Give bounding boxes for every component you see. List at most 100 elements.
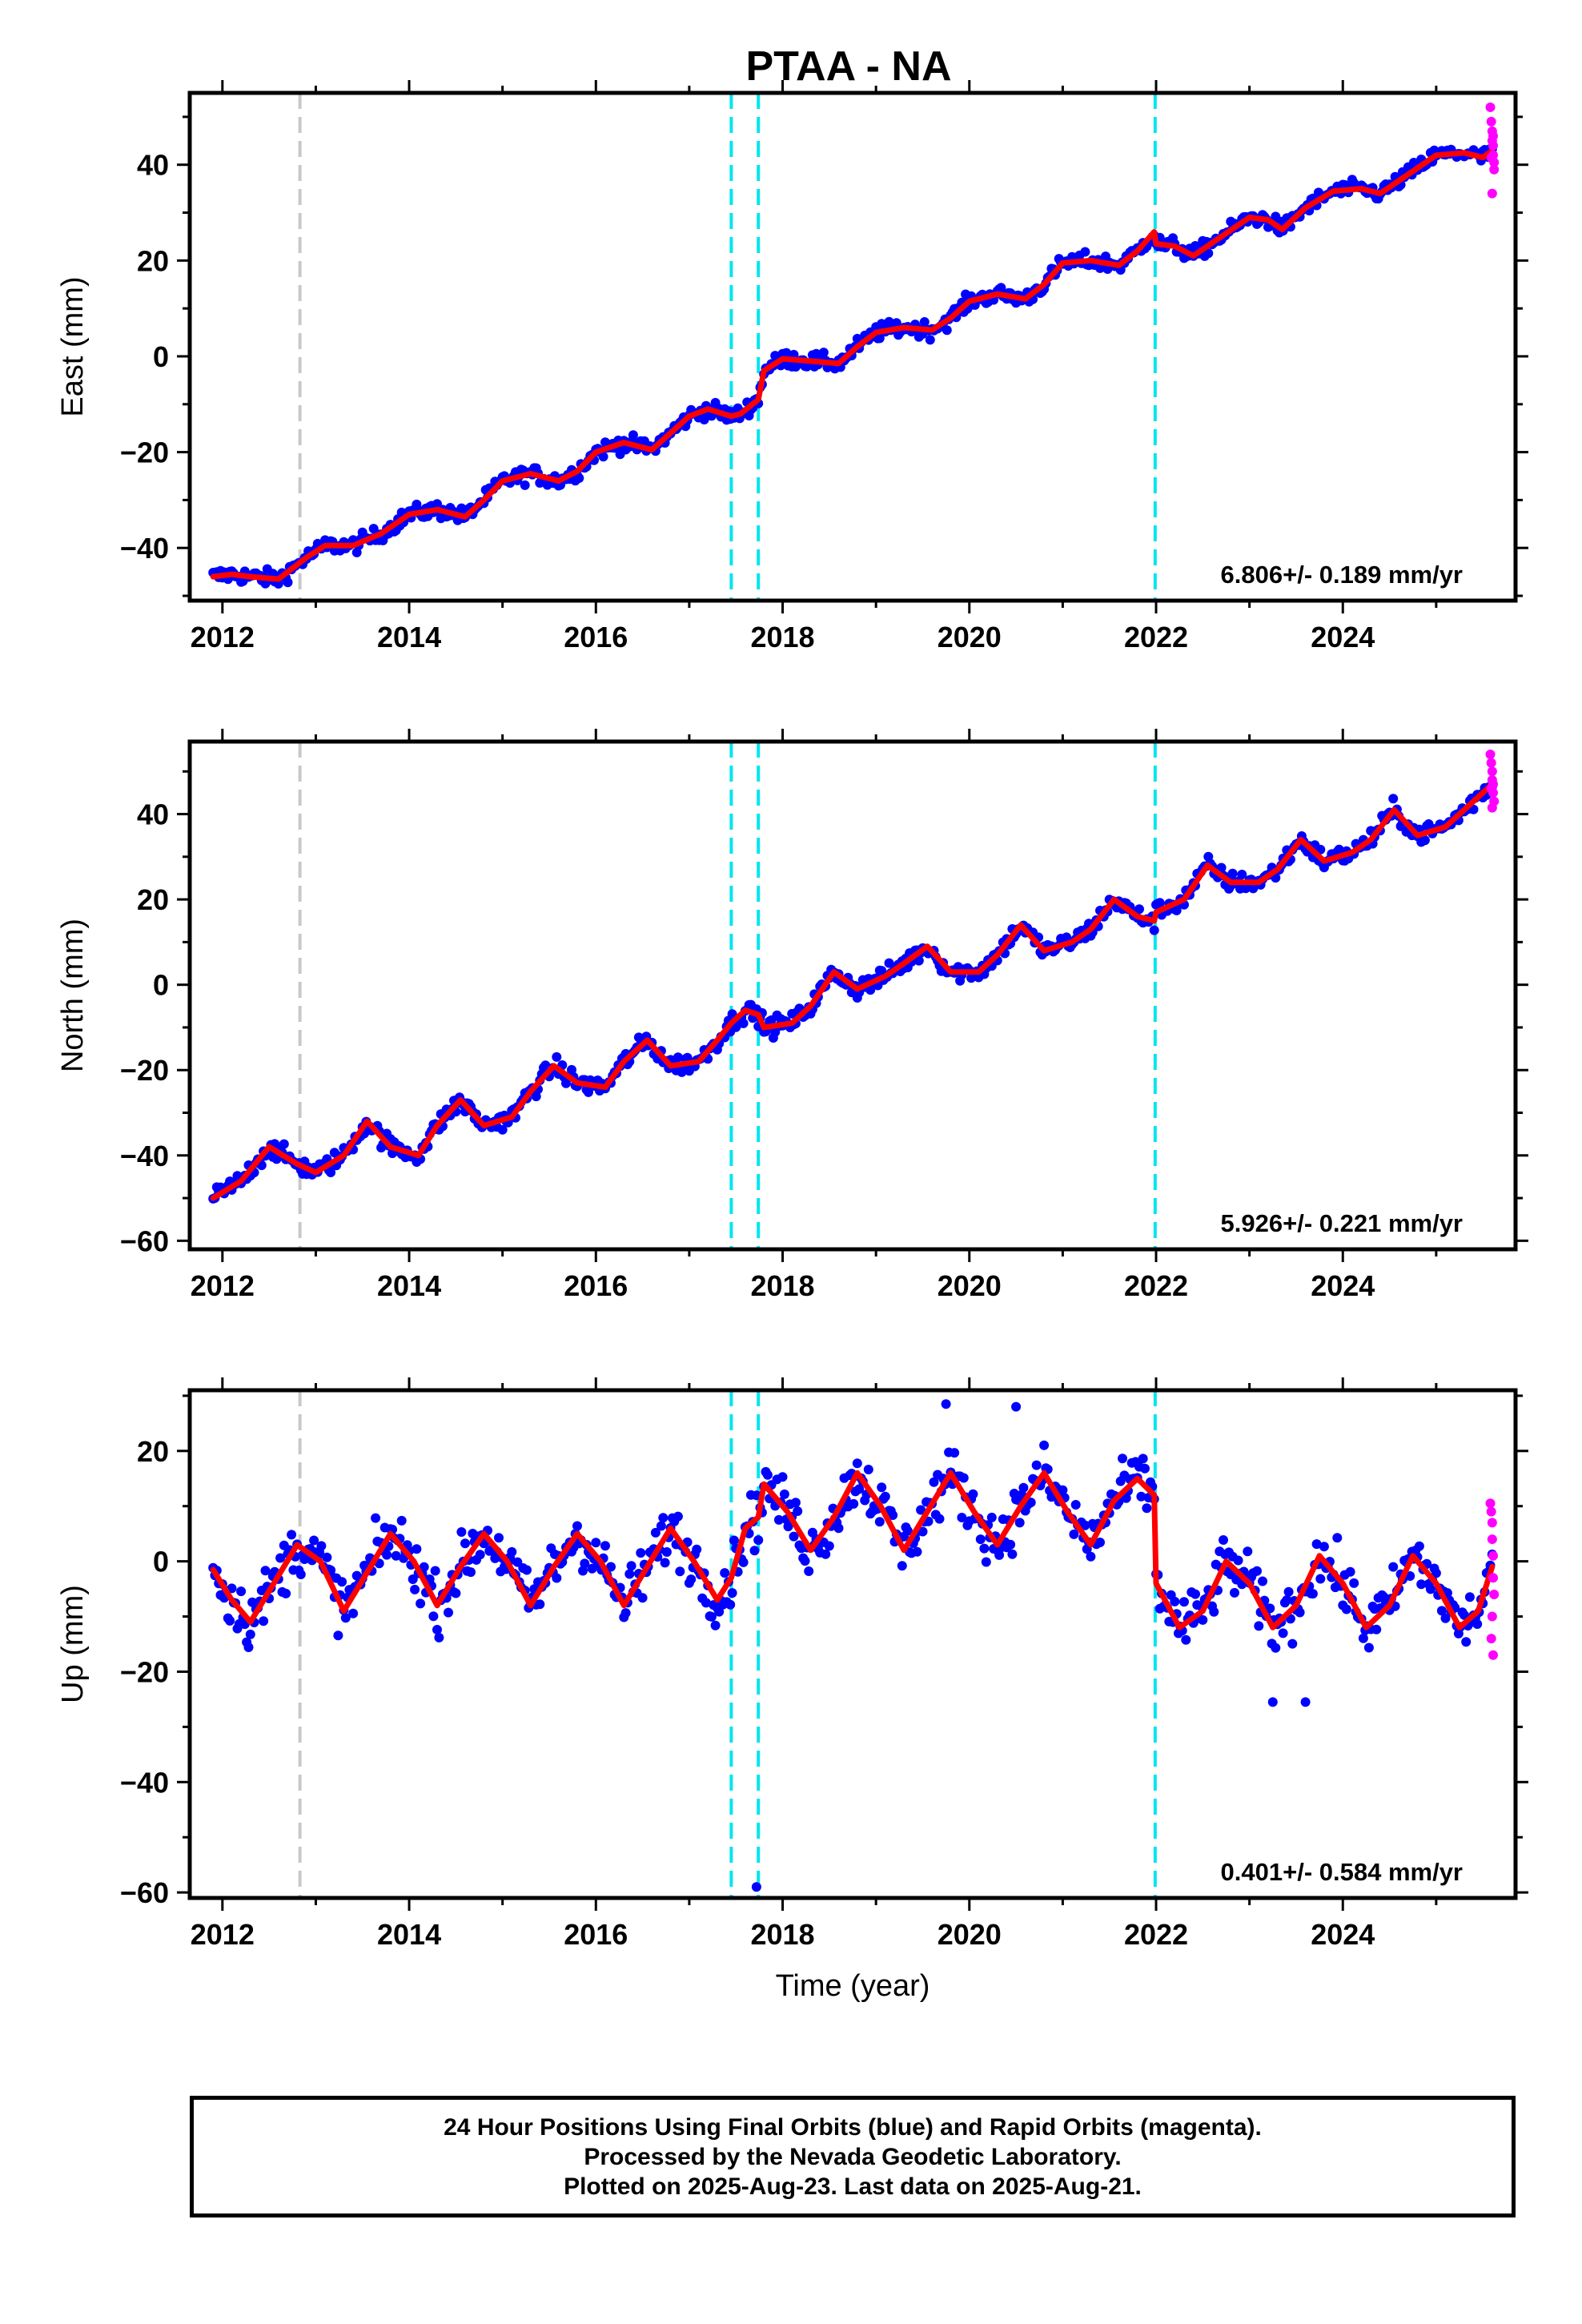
final-orbit-point <box>727 1588 737 1598</box>
final-orbit-point <box>821 1549 831 1559</box>
rapid-orbit-point <box>1487 766 1497 777</box>
final-orbit-point <box>919 317 930 327</box>
final-orbit-point <box>1315 1574 1326 1584</box>
final-orbit-point <box>1227 868 1238 879</box>
final-orbit-point <box>626 1561 636 1571</box>
final-orbit-point <box>673 1052 683 1063</box>
final-orbit-point <box>701 1598 711 1608</box>
final-orbit-point <box>451 1588 461 1598</box>
x-tick-label: 2020 <box>938 1269 1002 1302</box>
final-orbit-point <box>950 1448 960 1458</box>
footer-line-orbits: 24 Hour Positions Using Final Orbits (bl… <box>444 2113 1262 2141</box>
rapid-orbit-point <box>1487 1518 1497 1528</box>
final-orbit-point <box>1319 1542 1329 1552</box>
final-orbit-point <box>986 1512 997 1522</box>
footer-caption-box: 24 Hour Positions Using Final Orbits (bl… <box>190 2096 1516 2217</box>
final-orbit-point <box>578 1566 588 1576</box>
final-orbit-point <box>773 1514 784 1525</box>
y-tick-label: 20 <box>137 1435 169 1468</box>
final-orbit-point <box>891 318 901 328</box>
final-orbit-point <box>419 1562 429 1572</box>
final-orbit-point <box>1282 1595 1292 1605</box>
final-orbit-point <box>800 1556 810 1566</box>
final-orbit-point <box>1203 248 1214 259</box>
final-orbit-point <box>888 1510 898 1520</box>
final-orbit-point <box>1006 1539 1016 1550</box>
rate-label: 0.401+/- 0.584 mm/yr <box>1221 1858 1463 1886</box>
final-orbit-point <box>912 1546 922 1557</box>
final-orbit-point <box>309 1535 319 1546</box>
final-orbit-point <box>1307 1589 1318 1599</box>
rapid-orbit-point <box>1487 802 1497 813</box>
final-orbit-point <box>833 1523 844 1534</box>
final-orbit-point <box>1014 1518 1025 1528</box>
rapid-orbit-point <box>1489 1589 1500 1599</box>
final-orbit-point <box>580 1558 590 1569</box>
final-orbit-point <box>1436 1606 1447 1616</box>
x-tick-label: 2014 <box>377 621 441 653</box>
plot-area-north <box>208 742 1500 1249</box>
final-orbit-point <box>371 1513 381 1523</box>
final-orbit-point <box>789 1531 799 1542</box>
final-orbit-point <box>1191 1589 1200 1599</box>
y-axis-label: North (mm) <box>56 919 90 1072</box>
x-tick-label: 2012 <box>191 1918 255 1951</box>
final-orbit-point <box>1345 1566 1355 1577</box>
final-orbit-point <box>1283 1586 1294 1597</box>
final-orbit-point <box>753 1535 764 1546</box>
final-orbit-point <box>880 1491 890 1502</box>
x-tick-label: 2016 <box>564 1918 628 1951</box>
final-orbit-point <box>391 1550 401 1561</box>
y-tick-label: −20 <box>120 436 169 469</box>
final-orbit-point <box>628 430 638 440</box>
final-orbit-point <box>591 1538 601 1548</box>
x-tick-label: 2022 <box>1124 1269 1188 1302</box>
final-orbit-point <box>1258 1576 1267 1586</box>
final-orbit-point <box>1140 1463 1150 1474</box>
x-tick-label: 2014 <box>377 1269 441 1302</box>
final-orbit-point <box>1031 1460 1042 1470</box>
rapid-orbits-series <box>1485 102 1500 199</box>
y-tick-label: −20 <box>120 1655 169 1688</box>
final-orbit-point <box>1080 247 1090 257</box>
final-orbit-point <box>572 1521 582 1531</box>
rate-label: 5.926+/- 0.221 mm/yr <box>1221 1209 1463 1237</box>
rapid-orbit-point <box>1485 749 1496 759</box>
final-orbit-point <box>295 1570 306 1579</box>
final-orbit-point <box>271 1154 282 1164</box>
final-orbit-point <box>1058 1485 1068 1495</box>
final-orbit-point <box>929 1477 939 1487</box>
final-orbit-point <box>749 1546 760 1556</box>
x-tick-label: 2012 <box>191 1269 255 1302</box>
final-orbit-point <box>902 1526 913 1536</box>
final-orbit-point <box>1209 1606 1219 1617</box>
final-orbit-point <box>852 1458 862 1469</box>
final-orbit-point <box>917 1526 928 1537</box>
final-orbit-point <box>942 325 952 336</box>
final-orbit-point <box>738 1557 749 1567</box>
y-tick-label: 40 <box>137 149 169 182</box>
final-orbit-point <box>1149 925 1159 935</box>
plot-area-up <box>208 1390 1500 1898</box>
y-tick-label: −20 <box>120 1054 169 1087</box>
final-orbit-point <box>497 1124 508 1135</box>
final-orbit-point <box>1233 1555 1243 1566</box>
final-orbit-point <box>382 1550 392 1560</box>
final-orbit-point <box>1095 1538 1105 1547</box>
final-orbit-point <box>456 1527 467 1537</box>
final-orbit-point <box>934 1514 945 1524</box>
final-orbit-point <box>783 1522 793 1532</box>
final-orbit-point <box>281 1588 291 1598</box>
final-orbit-point <box>1358 1633 1368 1643</box>
rapid-orbit-point <box>1488 140 1499 151</box>
final-orbit-point <box>637 1593 648 1603</box>
final-orbit-point <box>793 1506 803 1516</box>
final-orbit-point <box>1363 1642 1374 1653</box>
plot-frame <box>187 90 1518 603</box>
rapid-orbit-point <box>1488 1650 1499 1660</box>
x-tick-label: 2020 <box>938 621 1002 653</box>
final-orbit-point <box>475 1550 485 1560</box>
final-orbit-point <box>1154 898 1165 908</box>
rapid-orbit-point <box>1486 783 1496 794</box>
final-orbit-point <box>762 1470 773 1480</box>
